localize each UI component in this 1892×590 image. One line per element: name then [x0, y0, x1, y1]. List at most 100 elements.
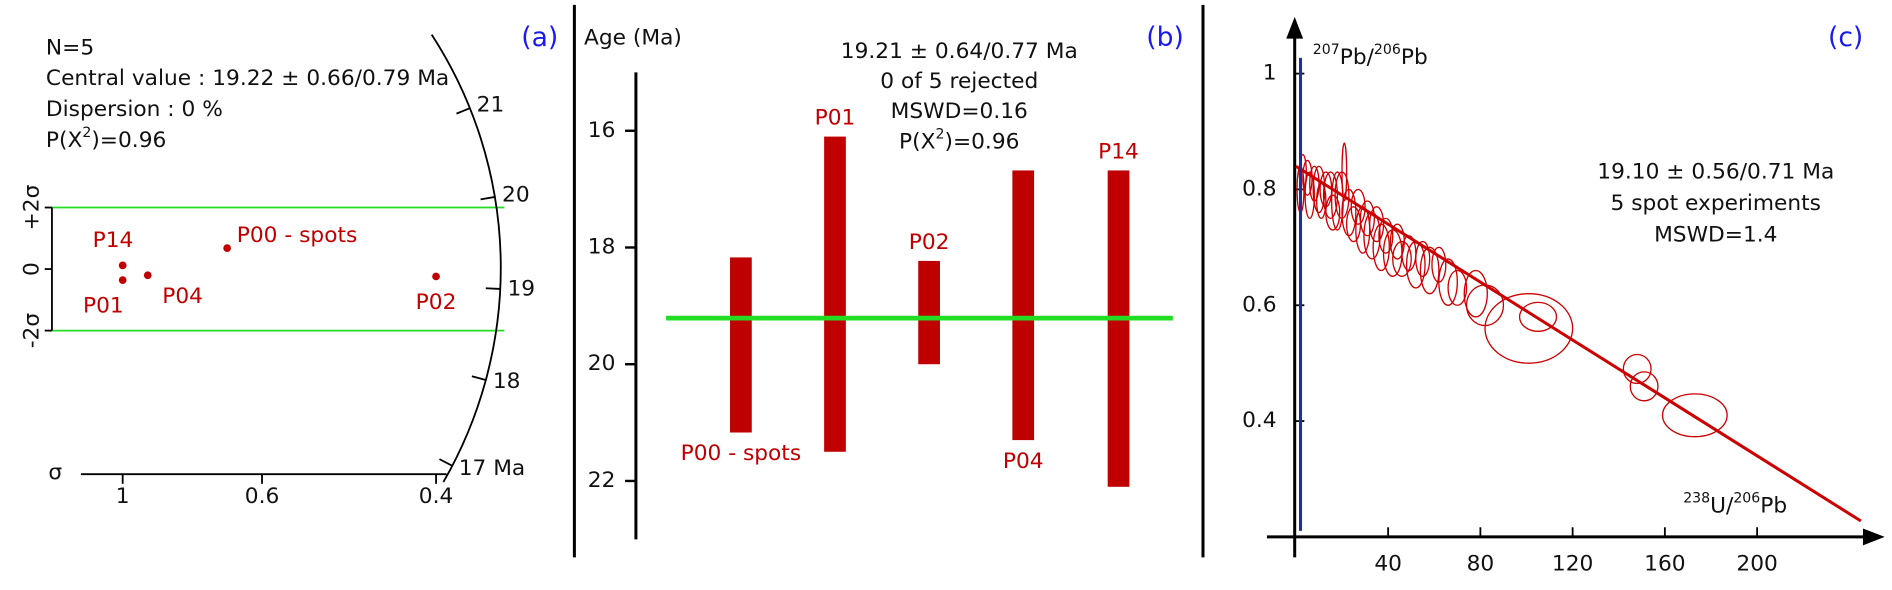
- y-tick-label: +2σ: [20, 184, 45, 230]
- y-axis-label: Age (Ma): [584, 26, 682, 51]
- y-tick-label: 22: [588, 468, 616, 493]
- error-ellipse: [1369, 206, 1385, 243]
- error-ellipse: [1359, 200, 1375, 237]
- stat-text: MSWD=1.4: [1654, 222, 1777, 247]
- error-ellipse: [1392, 240, 1412, 277]
- data-point: [118, 261, 127, 270]
- radial-tick: [439, 458, 453, 467]
- y-tick-label: 16: [588, 118, 616, 143]
- point-label: P14: [93, 228, 134, 253]
- y-arrow: [1286, 16, 1304, 39]
- error-ellipse: [1622, 353, 1652, 385]
- y-axis-label: 207Pb/206Pb: [1313, 42, 1428, 70]
- x-arrow: [1862, 528, 1885, 546]
- error-ellipse: [1661, 393, 1728, 438]
- stat-text: MSWD=0.16: [891, 99, 1028, 124]
- radial-tick-label: 19: [507, 276, 535, 301]
- error-ellipse: [1447, 269, 1468, 306]
- panel-label: (a): [521, 22, 558, 53]
- age-bar: [1107, 170, 1130, 487]
- stat-text: P(X2)=0.96: [46, 125, 166, 153]
- stat-text: P(X2)=0.96: [899, 126, 1019, 154]
- text-part: P(X: [899, 129, 936, 154]
- y-tick-label: 0: [20, 262, 45, 276]
- point-label: P00 - spots: [237, 223, 358, 248]
- radial-tick-label: 17 Ma: [459, 456, 526, 481]
- text-part: Pb/: [1340, 45, 1375, 70]
- error-ellipse: [1419, 246, 1440, 295]
- radial-tick-label: 18: [493, 369, 521, 394]
- age-bar: [730, 257, 752, 433]
- data-point: [118, 276, 127, 284]
- superscript: 207: [1313, 42, 1340, 58]
- error-ellipse: [1322, 171, 1339, 220]
- error-ellipse: [1629, 371, 1659, 402]
- point-label: P02: [416, 290, 457, 315]
- error-ellipse: [1465, 284, 1505, 327]
- text-part: )=0.96: [944, 129, 1019, 154]
- stat-text: Dispersion : 0 %: [46, 97, 223, 122]
- error-ellipse: [1315, 182, 1327, 220]
- radial-tick: [456, 107, 471, 115]
- radial-tick: [480, 196, 496, 201]
- text-part: U/: [1710, 494, 1734, 519]
- x-tick-label: 200: [1736, 552, 1777, 577]
- text-part: )=0.96: [91, 128, 166, 153]
- x-tick-label: 40: [1374, 552, 1402, 577]
- bar-label: P04: [1003, 449, 1044, 474]
- error-ellipse: [1401, 235, 1417, 272]
- age-bar: [918, 260, 940, 365]
- bar-label: P00 - spots: [681, 441, 802, 466]
- stat-text: 5 spot experiments: [1611, 191, 1821, 216]
- x-tick-label: 0.6: [245, 484, 280, 509]
- radial-tick: [471, 375, 487, 381]
- x-axis-label: σ: [48, 460, 62, 485]
- text-part: Pb: [1401, 45, 1428, 70]
- data-point: [432, 272, 440, 281]
- error-ellipse: [1438, 258, 1458, 306]
- regression-line: [1295, 164, 1862, 523]
- data-point: [143, 271, 152, 280]
- stat-text: Central value : 19.22 ± 0.66/0.79 Ma: [46, 66, 449, 91]
- radial-tick-label: 21: [477, 93, 505, 118]
- superscript: 238: [1683, 491, 1710, 507]
- y-tick-label: 0.6: [1242, 292, 1277, 317]
- error-ellipse: [1518, 301, 1558, 332]
- error-ellipse: [1302, 159, 1313, 196]
- panel-label: (c): [1828, 22, 1863, 53]
- error-ellipse: [1484, 293, 1574, 364]
- x-tick-label: 0.4: [419, 484, 454, 509]
- superscript: 206: [1733, 491, 1760, 507]
- stat-text: 19.21 ± 0.64/0.77 Ma: [841, 39, 1078, 64]
- x-tick-label: 80: [1467, 552, 1495, 577]
- panel-label: (b): [1146, 22, 1184, 53]
- point-label: P01: [83, 294, 124, 319]
- error-ellipse: [1378, 217, 1394, 254]
- stat-text: 19.10 ± 0.56/0.71 Ma: [1597, 160, 1834, 185]
- y-tick-label: 0.8: [1242, 176, 1277, 201]
- x-tick-label: 160: [1644, 552, 1685, 577]
- error-ellipse: [1463, 269, 1488, 318]
- error-ellipse: [1350, 188, 1366, 225]
- bar-label: P14: [1098, 139, 1139, 164]
- y-tick-label: 20: [588, 351, 616, 376]
- age-bar: [824, 136, 846, 452]
- error-ellipse: [1304, 171, 1316, 220]
- superscript: 2: [82, 125, 91, 141]
- error-ellipse: [1405, 240, 1426, 289]
- radial-scale: [430, 34, 502, 483]
- y-tick-label: 18: [588, 234, 616, 259]
- y-tick-label: 0.4: [1242, 408, 1277, 433]
- age-bar: [1012, 170, 1035, 441]
- text-part: Pb: [1760, 494, 1787, 519]
- stat-text: 0 of 5 rejected: [880, 69, 1038, 94]
- stat-text: N=5: [46, 35, 94, 60]
- error-ellipse: [1415, 240, 1431, 277]
- y-tick-label: -2σ: [20, 313, 45, 349]
- y-tick-label: 1: [1263, 61, 1277, 86]
- radial-tick-label: 20: [502, 183, 530, 208]
- text-part: P(X: [46, 128, 83, 153]
- superscript: 206: [1374, 42, 1401, 58]
- error-ellipse: [1341, 142, 1348, 202]
